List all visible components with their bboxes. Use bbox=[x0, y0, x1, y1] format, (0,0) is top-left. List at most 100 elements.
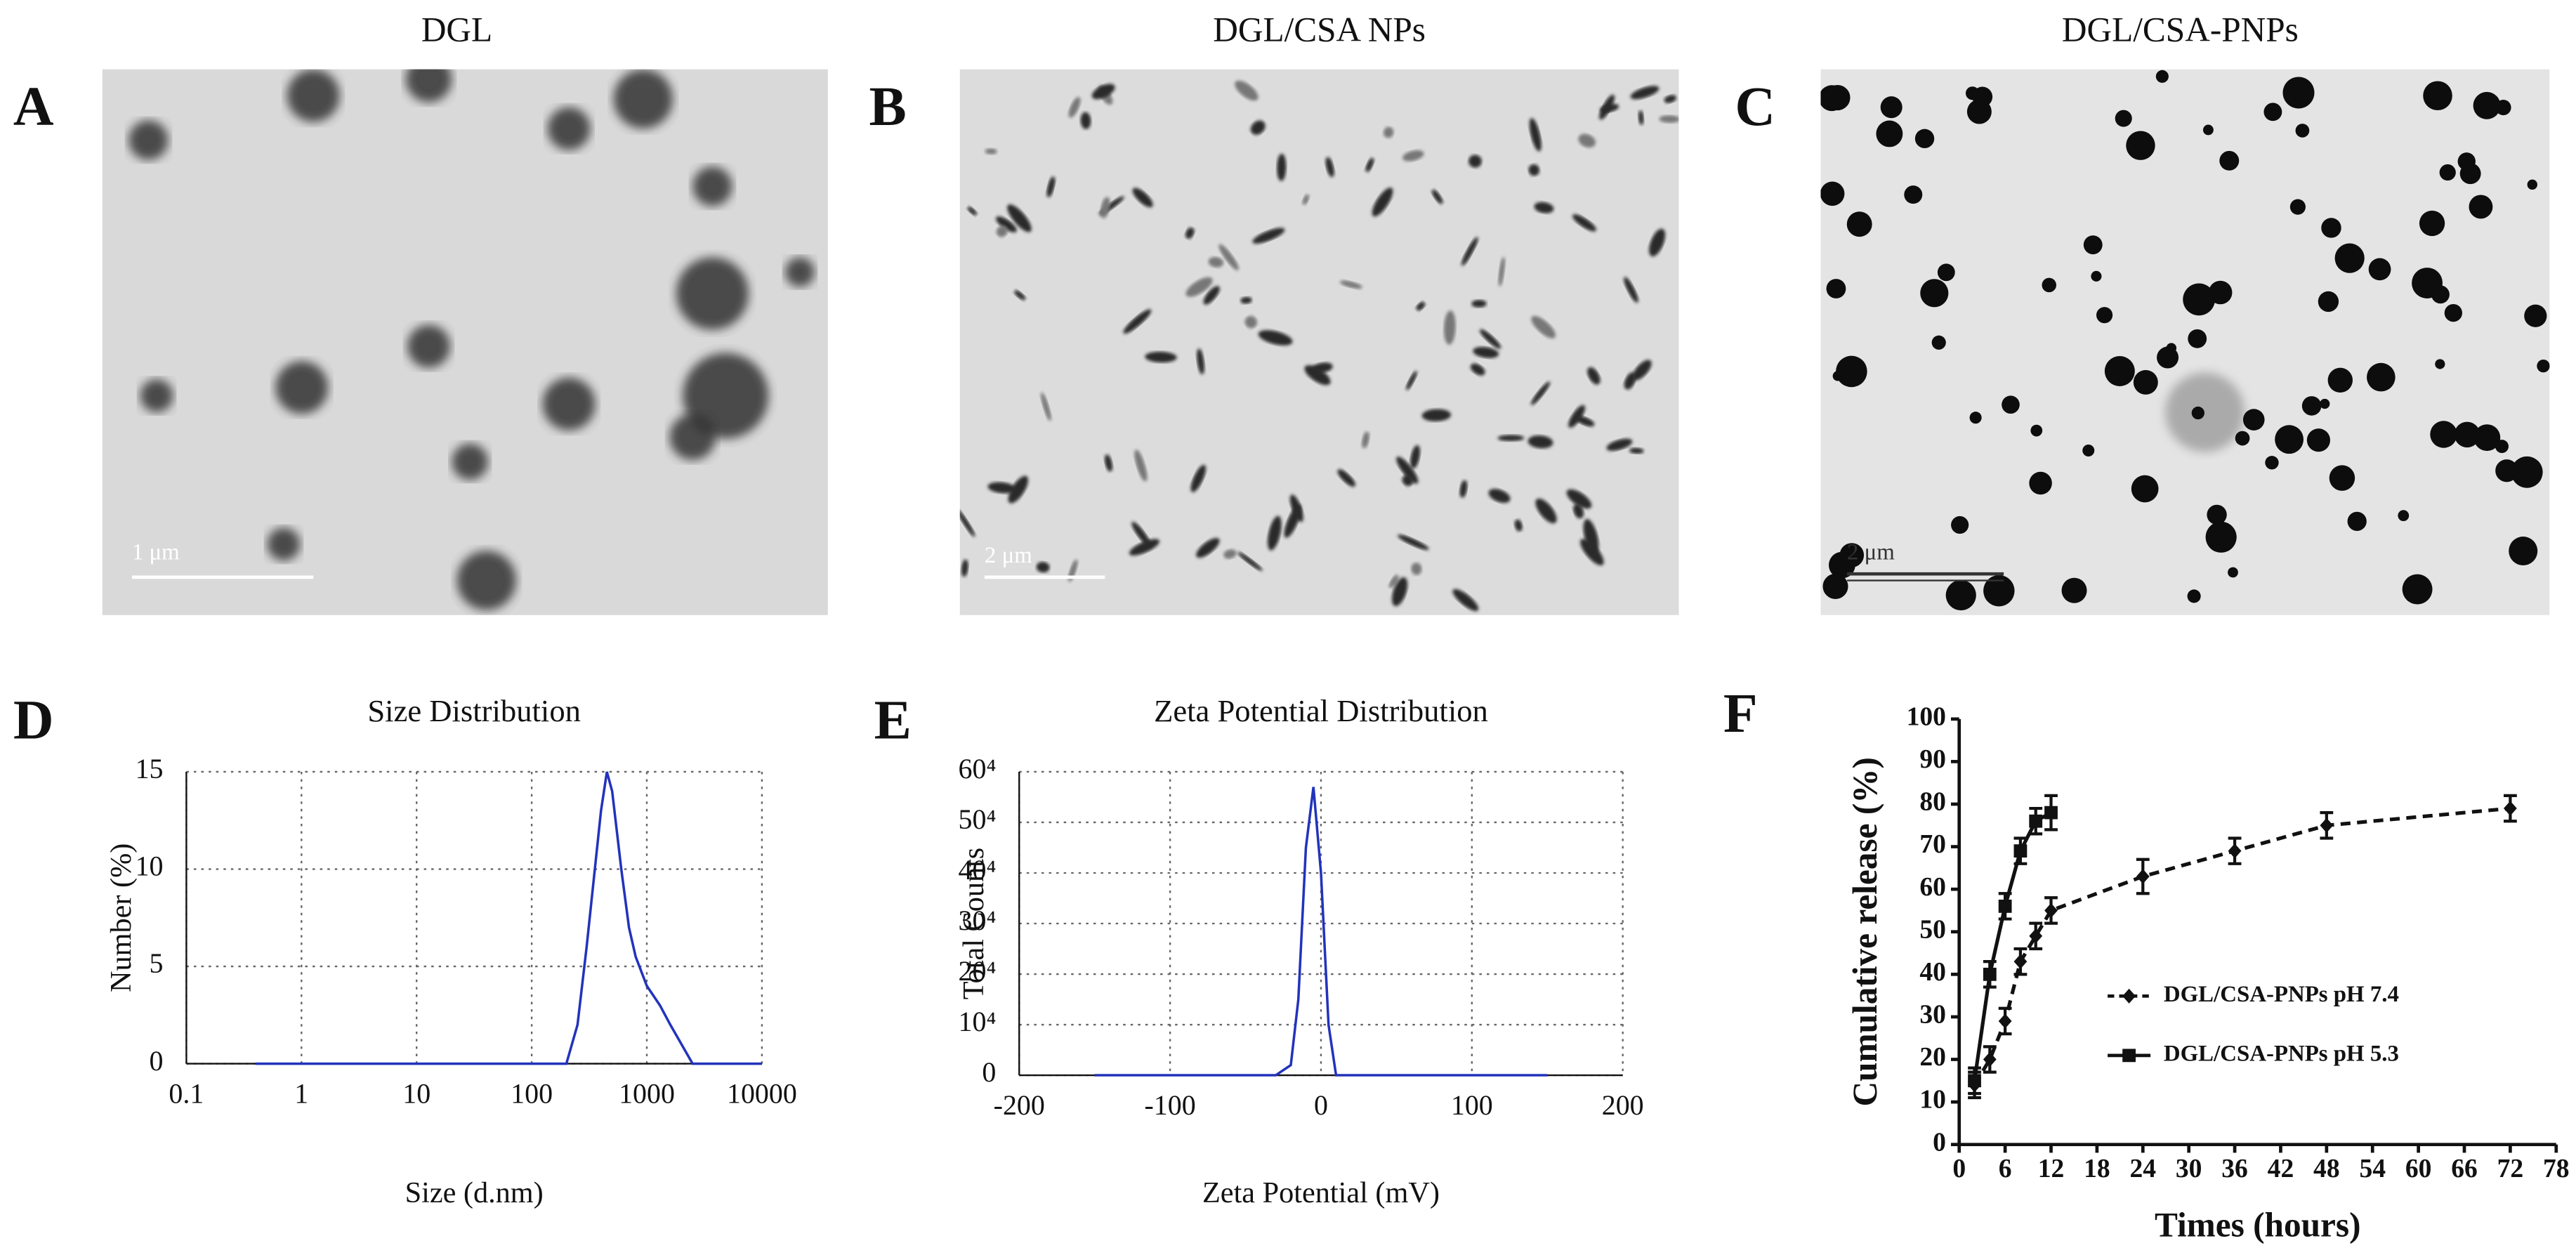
marker bbox=[2029, 928, 2043, 944]
particle bbox=[2439, 164, 2456, 181]
scale-label: 2 μm bbox=[985, 543, 1032, 568]
y-tick-label: 80 bbox=[1919, 788, 1946, 817]
particle bbox=[1218, 244, 1239, 270]
particle bbox=[1624, 372, 1636, 390]
particle bbox=[1529, 118, 1542, 152]
particle bbox=[1498, 256, 1505, 287]
y-tick-label: 30⁴ bbox=[959, 905, 997, 936]
particle bbox=[1240, 296, 1252, 304]
particle bbox=[2155, 70, 2169, 83]
particle bbox=[1431, 189, 1443, 204]
particle bbox=[1406, 371, 1417, 390]
particle bbox=[1258, 330, 1293, 346]
particle bbox=[2219, 150, 2240, 171]
particle bbox=[129, 120, 169, 160]
x-tick-label: 1 bbox=[294, 1078, 308, 1110]
particle bbox=[2495, 459, 2518, 482]
particle bbox=[2459, 163, 2481, 185]
particle bbox=[452, 443, 489, 480]
particle bbox=[1250, 120, 1266, 135]
particle bbox=[2289, 199, 2306, 215]
particle bbox=[2511, 456, 2543, 488]
tem-image bbox=[1820, 69, 2550, 615]
particle bbox=[2202, 124, 2214, 136]
particle bbox=[1983, 574, 2015, 607]
particle bbox=[669, 414, 716, 461]
particle bbox=[1237, 551, 1263, 571]
particle bbox=[1244, 315, 1257, 329]
particle bbox=[2301, 396, 2322, 416]
y-tick-label: 50⁴ bbox=[959, 803, 997, 835]
particle bbox=[140, 379, 173, 413]
particle bbox=[1268, 515, 1282, 551]
particle bbox=[2165, 372, 2245, 452]
particle bbox=[1123, 309, 1152, 334]
particle bbox=[1630, 86, 1660, 100]
x-tick-label: 100 bbox=[511, 1078, 553, 1110]
particle bbox=[1471, 300, 1487, 308]
particle bbox=[1904, 185, 1923, 204]
particle bbox=[2115, 110, 2132, 127]
particle bbox=[1836, 355, 1867, 388]
particle bbox=[2318, 291, 2339, 313]
particle bbox=[2235, 431, 2250, 446]
particle bbox=[1839, 543, 1865, 567]
particle bbox=[1452, 589, 1479, 612]
particle bbox=[1825, 85, 1851, 111]
particle bbox=[2183, 283, 2216, 316]
particle bbox=[2419, 210, 2445, 237]
particle bbox=[1664, 95, 1676, 103]
particle bbox=[2473, 91, 2501, 119]
particle bbox=[2282, 77, 2315, 109]
particle bbox=[1132, 188, 1153, 208]
x-tick-label: 10000 bbox=[727, 1078, 797, 1110]
particle bbox=[287, 69, 340, 122]
x-tick-label: 66 bbox=[2451, 1155, 2478, 1183]
x-axis-label: Zeta Potential (mV) bbox=[1202, 1176, 1440, 1209]
y-tick-label: 40⁴ bbox=[959, 854, 997, 886]
marker bbox=[2136, 869, 2150, 884]
particle bbox=[1284, 504, 1301, 538]
particle bbox=[1383, 126, 1394, 138]
particle bbox=[1100, 197, 1110, 218]
marker bbox=[1983, 967, 1997, 981]
marker bbox=[2320, 817, 2334, 833]
particle bbox=[2263, 103, 2282, 121]
y-tick-label: 20 bbox=[1919, 1043, 1946, 1072]
particle bbox=[1036, 562, 1050, 573]
particle bbox=[1104, 454, 1113, 472]
particle bbox=[1091, 84, 1115, 100]
particle bbox=[1007, 204, 1032, 232]
particle bbox=[2495, 100, 2511, 116]
particle bbox=[2104, 355, 2135, 386]
x-tick-label: -200 bbox=[994, 1089, 1045, 1121]
particle bbox=[2091, 270, 2102, 282]
particle bbox=[2002, 395, 2020, 414]
particle bbox=[1575, 416, 1595, 427]
particle bbox=[1820, 181, 1845, 206]
legend-label: DGL/CSA-PNPs pH 5.3 bbox=[2164, 1041, 2399, 1066]
particle bbox=[1365, 157, 1374, 172]
x-tick-label: 54 bbox=[2359, 1155, 2386, 1183]
particle bbox=[2423, 81, 2452, 111]
particle bbox=[2430, 421, 2457, 448]
particle bbox=[2347, 511, 2367, 531]
particle bbox=[2509, 537, 2538, 566]
particle bbox=[2029, 471, 2052, 495]
scale-label: 2 μm bbox=[1847, 540, 1895, 565]
particle bbox=[1599, 94, 1615, 120]
particle bbox=[1402, 475, 1414, 487]
particle bbox=[1528, 164, 1540, 176]
particle bbox=[2082, 445, 2095, 457]
panel-label: C bbox=[1735, 76, 1775, 138]
particle bbox=[996, 216, 1017, 232]
particle bbox=[1881, 124, 1892, 135]
panel-label: A bbox=[13, 76, 54, 138]
particle bbox=[1311, 362, 1333, 374]
y-tick-label: 90 bbox=[1919, 745, 1946, 774]
particle bbox=[1876, 120, 1903, 147]
particle bbox=[1325, 157, 1334, 178]
particle bbox=[1846, 211, 1872, 237]
particle bbox=[784, 257, 815, 287]
particle bbox=[2454, 421, 2480, 448]
